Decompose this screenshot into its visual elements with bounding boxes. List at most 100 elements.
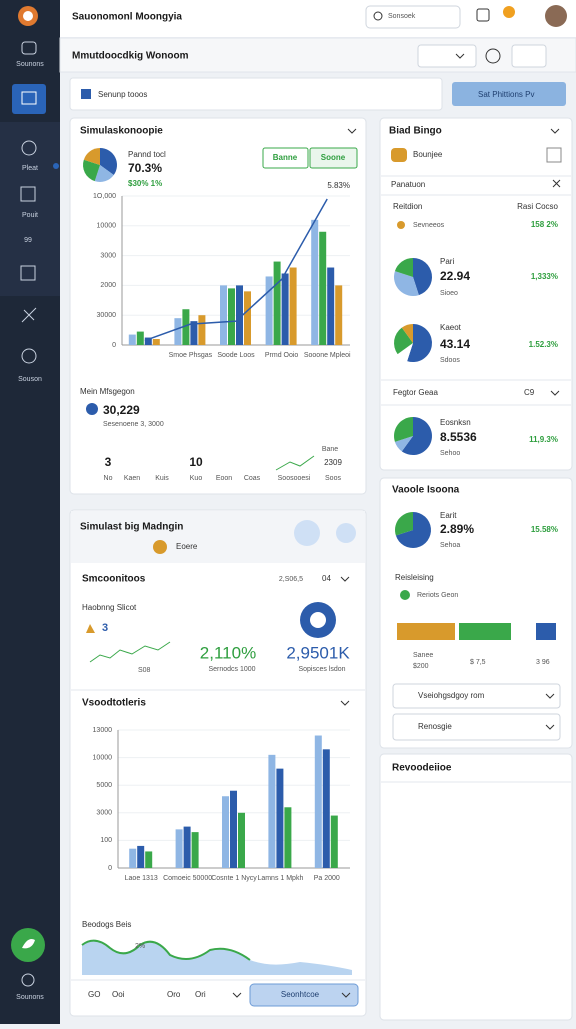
label: Revoodeiioe [392, 763, 452, 774]
bar [284, 807, 292, 868]
nav-icon[interactable] [21, 41, 37, 55]
label: 22.94 [440, 269, 470, 283]
label: Bounjee [413, 150, 443, 159]
nav-icon[interactable] [21, 348, 37, 364]
label: Sehoo [440, 450, 460, 457]
label: 30000 [97, 312, 117, 319]
bar [190, 321, 198, 345]
search-box[interactable] [365, 5, 461, 29]
filter-button[interactable] [452, 82, 566, 106]
bar [281, 273, 289, 345]
chevron [232, 992, 242, 998]
label: GO [88, 990, 100, 999]
nav-icon[interactable] [21, 973, 35, 987]
label: Kaen [124, 475, 140, 482]
bar [327, 267, 335, 345]
toggle-button[interactable] [262, 147, 309, 169]
nav-icon[interactable] [20, 186, 36, 202]
label: Sounons [16, 994, 44, 1001]
bar [191, 832, 199, 868]
label: Oro [167, 990, 181, 999]
label: 99 [24, 237, 32, 244]
bar [322, 749, 330, 868]
info-icon[interactable] [485, 48, 501, 64]
label: 158 2% [531, 220, 558, 229]
label: Panatuon [391, 180, 425, 189]
label: 2309 [324, 458, 342, 467]
label: Banne [273, 153, 298, 162]
pie-icon [401, 324, 413, 343]
nav-icon[interactable] [21, 307, 37, 323]
trend-line [81, 939, 251, 961]
label: 3 [105, 455, 112, 469]
label: Coas [244, 475, 261, 482]
avatar[interactable] [545, 5, 567, 27]
label: 2,S06,5 [279, 576, 303, 583]
dropdown[interactable] [392, 713, 561, 741]
label: Prmd Ooio [265, 352, 299, 359]
label: Beodogs Beis [82, 920, 131, 929]
bar [198, 315, 206, 345]
chevron [347, 128, 357, 134]
nav-group [0, 122, 60, 296]
chevron [545, 693, 555, 699]
strip-segment [536, 623, 556, 640]
bar [137, 845, 145, 868]
bell-icon[interactable] [476, 8, 490, 22]
label: Reisleising [395, 573, 434, 582]
label: Sernodcs 1000 [208, 666, 255, 673]
pie-icon [394, 271, 419, 296]
label: Senunp tooos [98, 90, 147, 99]
label: Pa 2000 [314, 875, 340, 882]
pie-icon [394, 512, 413, 536]
label: Soode Loos [217, 352, 255, 359]
status-dot [400, 590, 410, 600]
filter-box[interactable] [69, 77, 443, 111]
close-icon[interactable] [552, 179, 561, 188]
label: 100 [100, 837, 112, 844]
nav-icon[interactable] [21, 140, 37, 156]
label: 2,9501K [286, 643, 350, 662]
metric-icon [86, 624, 95, 633]
label: Sauonomonl Moongyia [72, 12, 182, 23]
label: Pannd tocl [128, 150, 166, 159]
label: Sdoos [440, 357, 460, 364]
label: 10000 [97, 223, 117, 230]
label: Seonhtcoe [281, 990, 320, 999]
summary-icon [86, 403, 98, 415]
label: Kuo [190, 475, 203, 482]
label: Kaeot [440, 323, 462, 332]
side-card-c [379, 753, 573, 1021]
chevron [550, 128, 560, 134]
label: Sehoa [440, 542, 460, 549]
badge [503, 6, 515, 18]
toggle-button[interactable] [309, 147, 358, 169]
dropdown[interactable] [392, 683, 561, 709]
overview-card [69, 117, 367, 495]
label: Eoere [176, 542, 198, 551]
label: Eoon [216, 475, 232, 482]
icon-button[interactable] [336, 523, 356, 543]
chevron [545, 724, 555, 730]
icon-button[interactable] [294, 520, 320, 546]
bar [144, 337, 152, 345]
nav-active[interactable] [12, 84, 46, 114]
label: Sounons [16, 61, 44, 68]
search-icon [373, 11, 383, 21]
label: Mmutdoocdkig Wonoom [72, 51, 189, 62]
pie-icon [394, 417, 413, 442]
bar [265, 276, 273, 345]
label: Haobnng Slicot [82, 603, 137, 612]
footer-button[interactable] [249, 983, 359, 1007]
checkbox[interactable] [546, 147, 562, 163]
toolbar [59, 37, 576, 73]
toolbar-button[interactable] [511, 44, 547, 68]
nav-icon[interactable] [20, 265, 36, 281]
label: Biad Bingo [389, 126, 442, 137]
label: Eosnksn [440, 418, 471, 427]
toolbar-toggle[interactable] [417, 44, 477, 68]
bar [128, 334, 136, 345]
label: Smoe Phsgas [169, 352, 213, 359]
user-icon [391, 148, 407, 162]
